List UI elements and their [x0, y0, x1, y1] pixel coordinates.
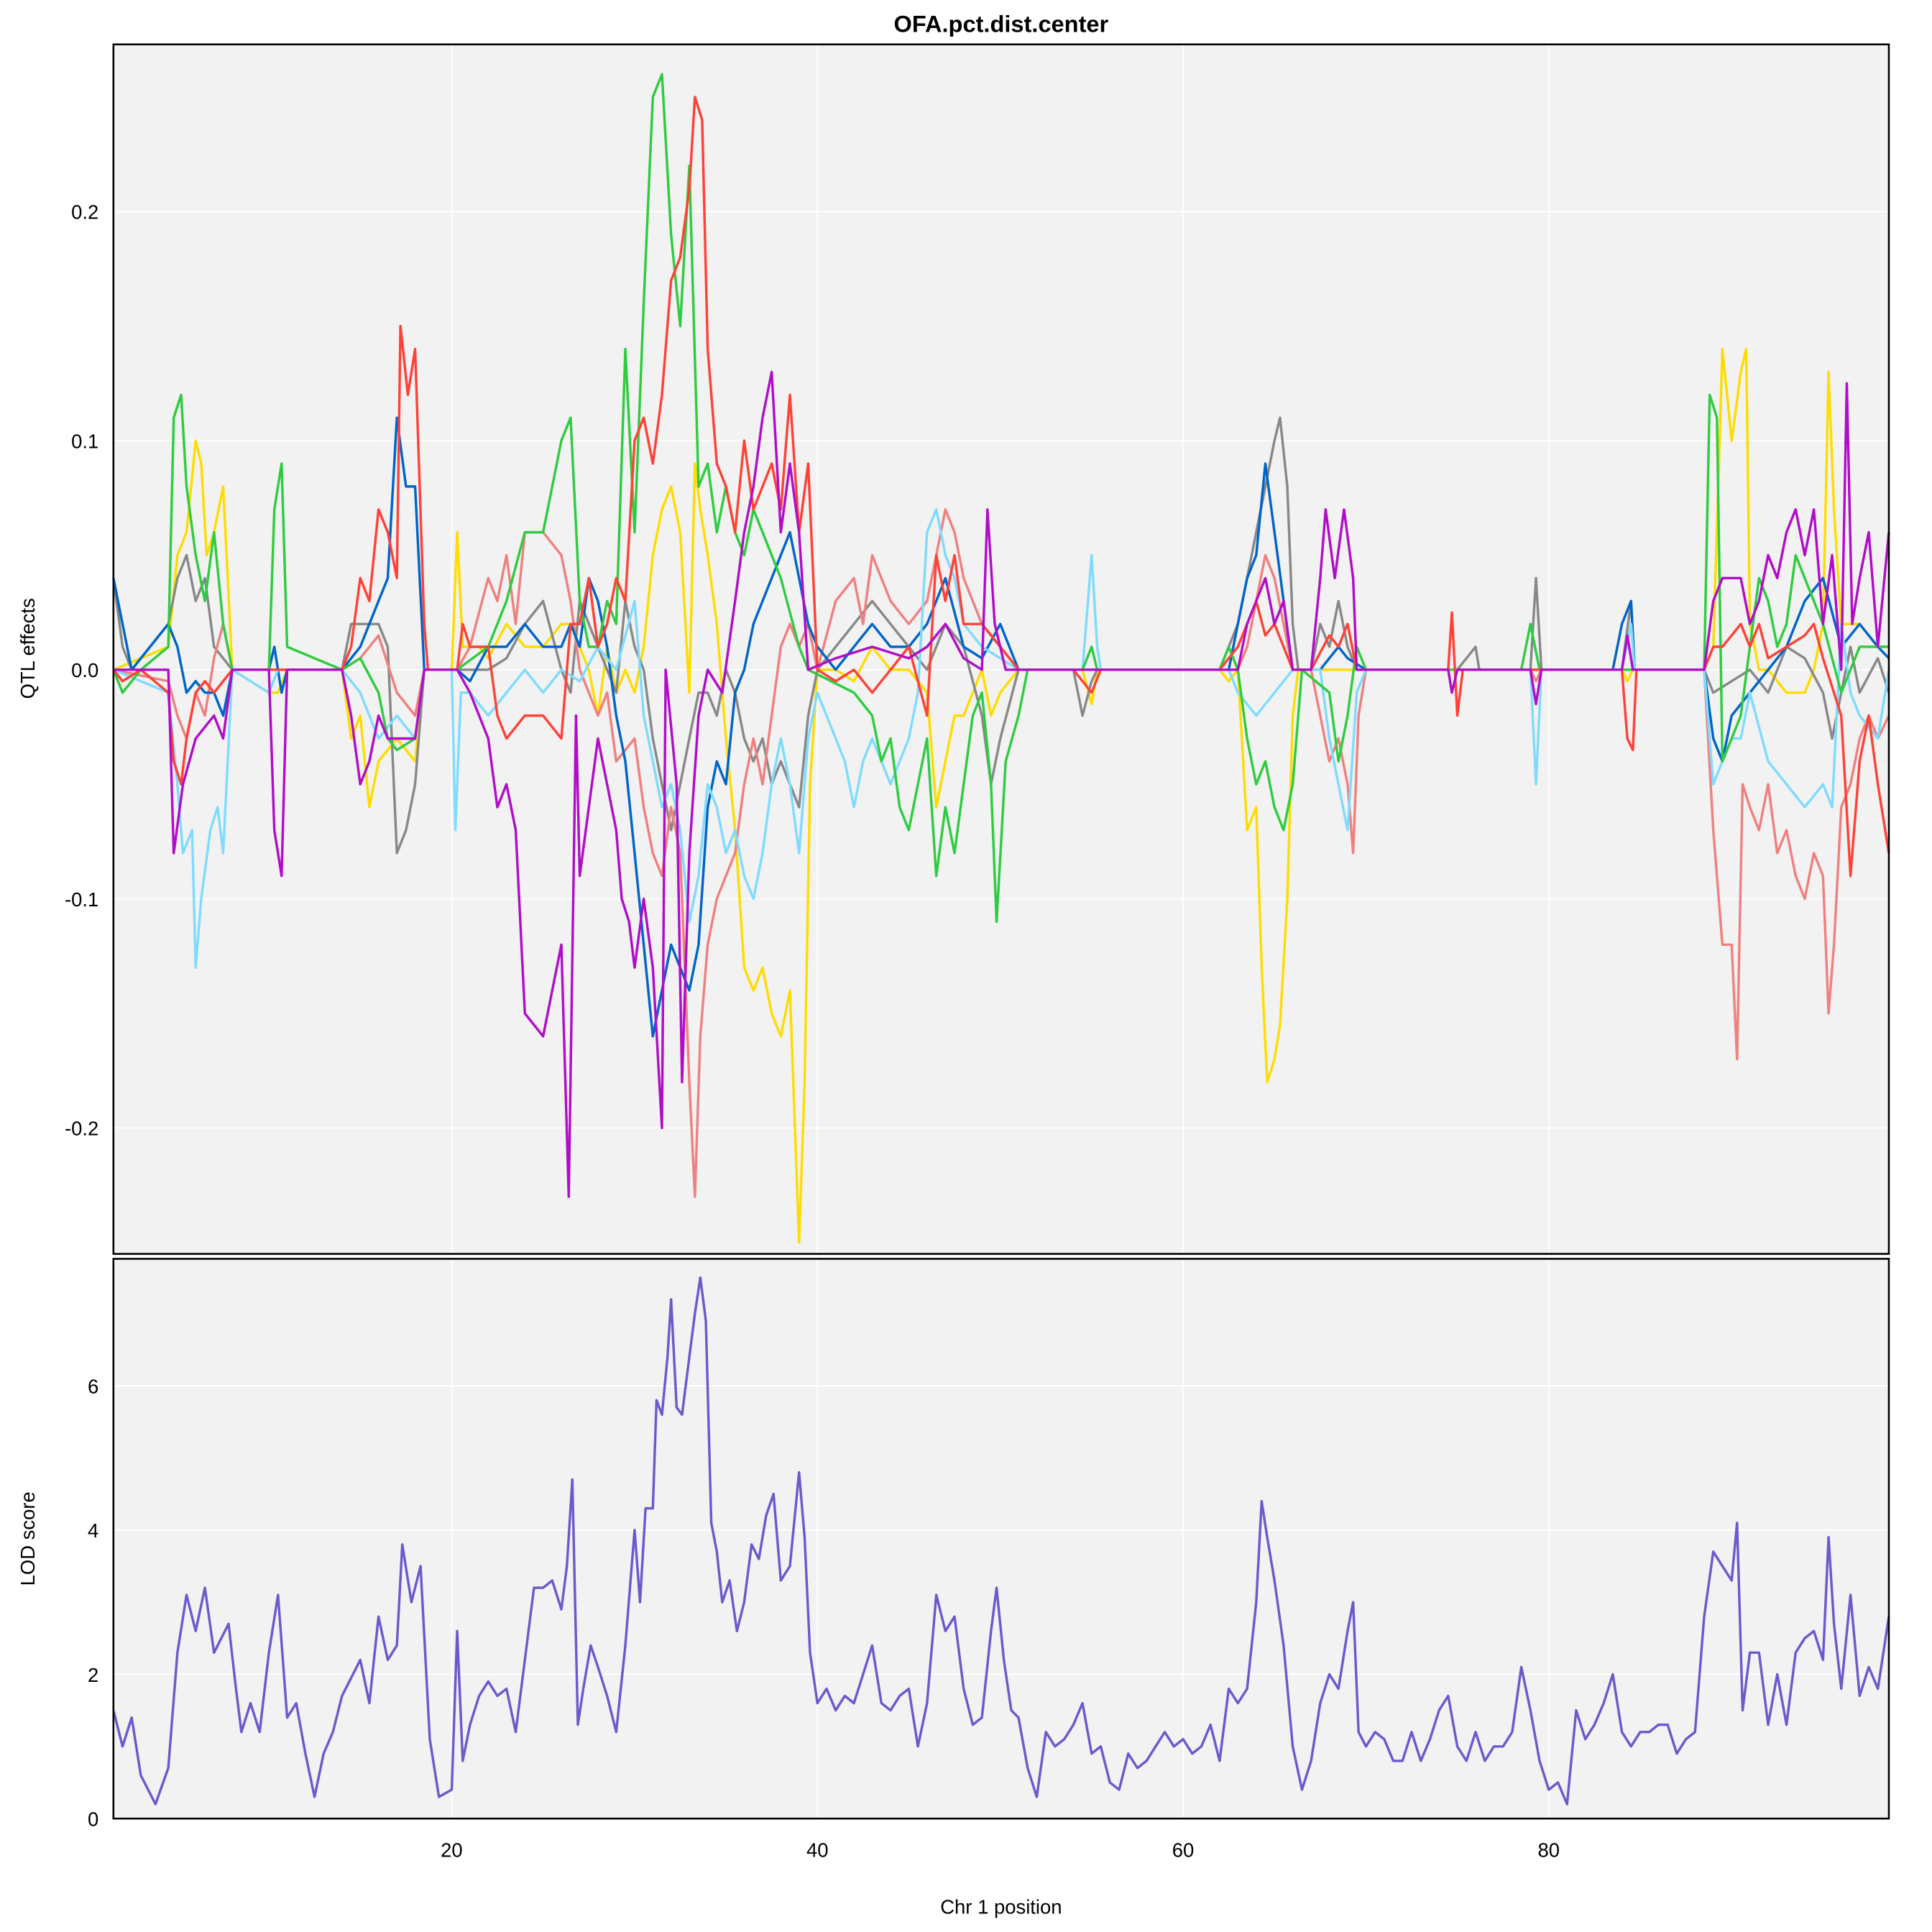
x-axis-label: Chr 1 position: [940, 1895, 1062, 1918]
x-tick-label: 80: [1538, 1839, 1560, 1861]
lod-score-line: [112, 1276, 1890, 1806]
y-tick-label: 4: [88, 1519, 98, 1542]
effect-series-line: [112, 73, 1889, 924]
y-tick-label: 6: [88, 1375, 98, 1397]
chart-title: OFA.pct.dist.center: [894, 11, 1109, 37]
y-tick-label: 0.1: [71, 430, 98, 452]
effects-y-ticks: -0.2 -0.1 0.0 0.1 0.2: [65, 201, 98, 1140]
lod-series: [112, 1276, 1890, 1806]
lod-y-label: LOD score: [17, 1491, 39, 1586]
x-tick-label: 40: [806, 1839, 829, 1861]
effect-series-line: [112, 416, 1890, 855]
x-tick-label: 60: [1172, 1839, 1195, 1861]
effect-series-line: [113, 370, 1890, 1198]
y-tick-label: -0.1: [65, 888, 98, 911]
effect-series-line: [112, 96, 1890, 878]
x-ticks: 20 40 60 80: [441, 1839, 1560, 1861]
lod-panel-border: [112, 1258, 1890, 1820]
lod-y-ticks: 0 2 4 6: [88, 1375, 98, 1830]
y-tick-label: 2: [88, 1664, 98, 1686]
effects-series: [112, 73, 1890, 1244]
y-tick-label: 0.2: [71, 201, 98, 224]
effects-panel-border: [112, 43, 1890, 1255]
y-tick-label: 0: [88, 1808, 98, 1830]
y-tick-label: 0.0: [71, 659, 98, 681]
y-tick-label: -0.2: [65, 1118, 98, 1140]
effect-series-line: [113, 508, 1890, 1198]
effects-y-label: QTL effects: [17, 598, 39, 699]
x-tick-label: 20: [441, 1839, 463, 1861]
